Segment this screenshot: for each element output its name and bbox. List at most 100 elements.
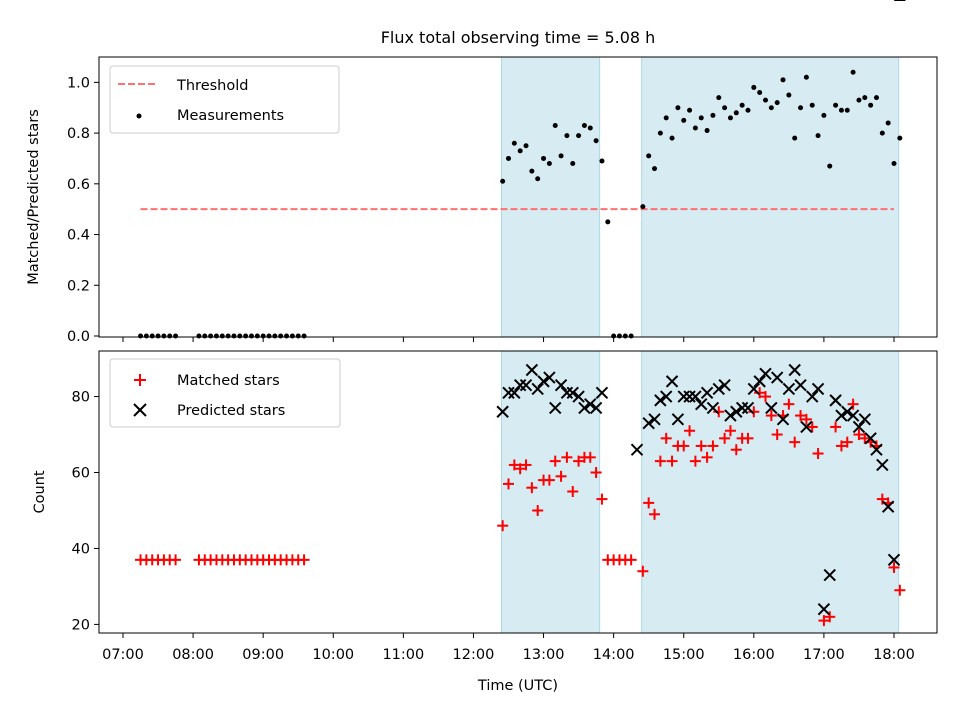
matched-star-marker — [561, 451, 573, 463]
predicted-star-marker — [770, 371, 784, 384]
measurement-point — [774, 100, 780, 106]
measurement-point — [792, 135, 798, 141]
predicted-star-marker — [759, 367, 772, 380]
top-y-ticks: 0.0 0.2 0.4 0.6 0.8 1.0 — [67, 75, 99, 345]
matched-star-marker — [684, 425, 696, 437]
predicted-star-marker — [887, 553, 901, 567]
matched-star-marker — [666, 455, 678, 467]
matched-star-marker — [859, 432, 871, 444]
predicted-star-marker — [782, 382, 796, 396]
measurement-point — [681, 117, 687, 123]
predicted-star-marker — [595, 386, 609, 399]
matched-star-marker — [549, 455, 561, 467]
bottom-shaded-interval-1 — [500, 350, 601, 634]
legend-matched-swatch — [134, 374, 146, 386]
predicted-star-marker — [543, 371, 556, 384]
predicted-star-marker — [642, 416, 655, 430]
predicted-star-marker — [554, 378, 568, 392]
predicted-star-marker — [578, 401, 591, 415]
predicted-star-marker — [741, 401, 755, 415]
measurement-point — [249, 333, 254, 339]
matched-star-marker — [526, 482, 538, 494]
measurement-point — [827, 163, 833, 169]
measurement-point — [751, 84, 757, 90]
predicted-star-marker — [753, 375, 766, 388]
predicted-star-marker — [630, 443, 644, 456]
matched-star-marker — [818, 615, 830, 627]
matched-star-marker — [497, 520, 509, 532]
measurement-point — [196, 333, 202, 339]
x-tick-label: 10:00 — [312, 647, 354, 663]
measurement-point — [733, 110, 739, 116]
measurement-point — [722, 105, 728, 111]
bottom-y-tick-label: 60 — [72, 466, 90, 482]
predicted-star-marker — [823, 568, 836, 582]
predicted-star-marker — [817, 603, 831, 616]
measurement-point — [272, 333, 278, 339]
matched-star-marker — [894, 584, 906, 596]
measurement-point — [219, 333, 225, 339]
measurement-point — [850, 69, 856, 75]
legend-matched-label: Matched stars — [177, 373, 280, 389]
measurement-point — [278, 333, 284, 339]
bottom-shaded-intervals — [500, 350, 900, 634]
measurement-point — [511, 140, 517, 146]
matched-star-marker — [649, 508, 661, 520]
measurement-point — [763, 97, 768, 103]
predicted-star-marker — [806, 390, 819, 403]
matched-star-marker — [765, 410, 777, 422]
matched-star-marker — [689, 455, 701, 467]
x-tick-label: 17:00 — [803, 647, 845, 663]
bottom-y-tick-label: 20 — [72, 617, 90, 633]
matched-star-marker — [789, 436, 801, 448]
measurement-point — [517, 148, 523, 154]
matched-star-marker — [643, 497, 655, 509]
predicted-star-marker — [677, 390, 690, 403]
measurement-point — [576, 133, 582, 139]
predicted-star-marker — [689, 390, 702, 403]
x-tick-label: 11:00 — [382, 647, 424, 663]
top-y-tick-label: 0.8 — [67, 126, 90, 142]
measurement-point — [237, 333, 243, 339]
measurement-point — [891, 161, 897, 167]
predicted-star-marker — [712, 382, 725, 396]
x-tick-label: 09:00 — [242, 647, 284, 663]
matched-star-marker — [707, 440, 719, 452]
predicted-star-marker — [654, 394, 667, 407]
x-axis-label: Time (UTC) — [477, 678, 558, 694]
predicted-star-marker — [671, 413, 685, 426]
predicted-star-marker — [695, 397, 708, 411]
measurement-point — [546, 161, 552, 167]
measurement-point — [710, 112, 716, 118]
measurement-point — [570, 161, 576, 167]
x-tick-label: 12:00 — [453, 647, 495, 663]
predicted-star-marker — [659, 390, 673, 403]
predicted-star-marker — [496, 405, 509, 418]
top-legend: Threshold Measurements — [109, 65, 340, 134]
top-axes-frame — [98, 56, 938, 338]
predicted-star-marker — [870, 443, 883, 456]
matched-star-marker — [806, 421, 818, 433]
matched-star-marker — [841, 436, 853, 448]
x-tick-label: 07:00 — [102, 647, 144, 663]
measurement-point — [295, 333, 301, 339]
matched-star-marker — [660, 432, 672, 444]
matched-star-marker — [795, 410, 807, 422]
matched-star-marker — [713, 406, 725, 418]
matched-star-marker — [555, 470, 567, 482]
x-tick-label: 16:00 — [733, 647, 775, 663]
predicted-star-marker — [519, 378, 533, 392]
top-y-axis-label: Matched/Predicted stars — [26, 109, 42, 285]
matched-star-marker — [584, 451, 596, 463]
measurement-point — [873, 95, 879, 101]
measurement-point — [640, 204, 646, 210]
predicted-star-marker — [531, 382, 544, 396]
matched-star-marker — [730, 444, 742, 456]
predicted-star-marker — [846, 409, 860, 422]
measurement-point — [657, 130, 663, 136]
predicted-star-marker — [700, 386, 714, 399]
predicted-star-marker — [584, 397, 597, 411]
measurement-point — [523, 143, 529, 149]
measurement-point — [552, 122, 558, 128]
measurement-point — [213, 333, 219, 339]
